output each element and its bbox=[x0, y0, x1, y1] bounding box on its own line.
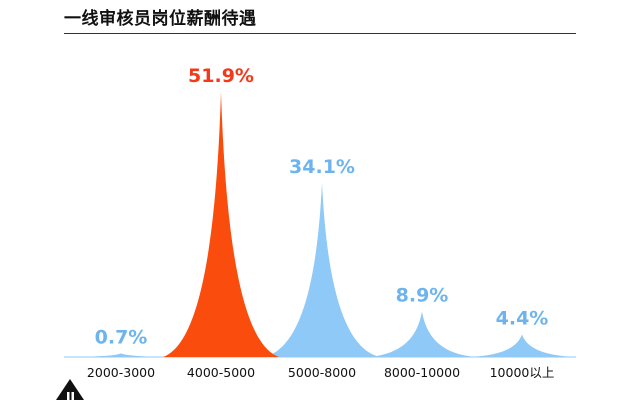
peak-8000-10000 bbox=[367, 311, 477, 357]
category-label: 10000以上 bbox=[490, 365, 555, 380]
peak-5000-8000 bbox=[264, 182, 380, 357]
title-underline bbox=[64, 33, 576, 34]
logo-icon bbox=[56, 379, 84, 400]
category-labels-layer: 2000-3000 4000-5000 5000-8000 8000-10000 100… bbox=[87, 365, 554, 380]
value-label: 8.9% bbox=[396, 285, 449, 307]
chart-title: 一线审核员岗位薪酬待遇 bbox=[64, 9, 257, 29]
category-label: 8000-10000 bbox=[384, 365, 460, 380]
value-label: 0.7% bbox=[95, 326, 148, 348]
category-label: 4000-5000 bbox=[187, 365, 255, 380]
peaks-layer bbox=[66, 91, 577, 357]
peak-2000-3000 bbox=[66, 353, 176, 357]
value-labels-layer: 0.7% 51.9% 34.1% 8.9% 4.4% bbox=[95, 65, 549, 349]
category-label: 5000-8000 bbox=[288, 365, 356, 380]
value-label: 4.4% bbox=[496, 308, 549, 330]
peak-10000以上 bbox=[467, 334, 577, 357]
value-label: 34.1% bbox=[289, 156, 355, 178]
value-label: 51.9% bbox=[188, 65, 254, 87]
peak-4000-5000 bbox=[163, 91, 279, 357]
category-label: 2000-3000 bbox=[87, 365, 155, 380]
